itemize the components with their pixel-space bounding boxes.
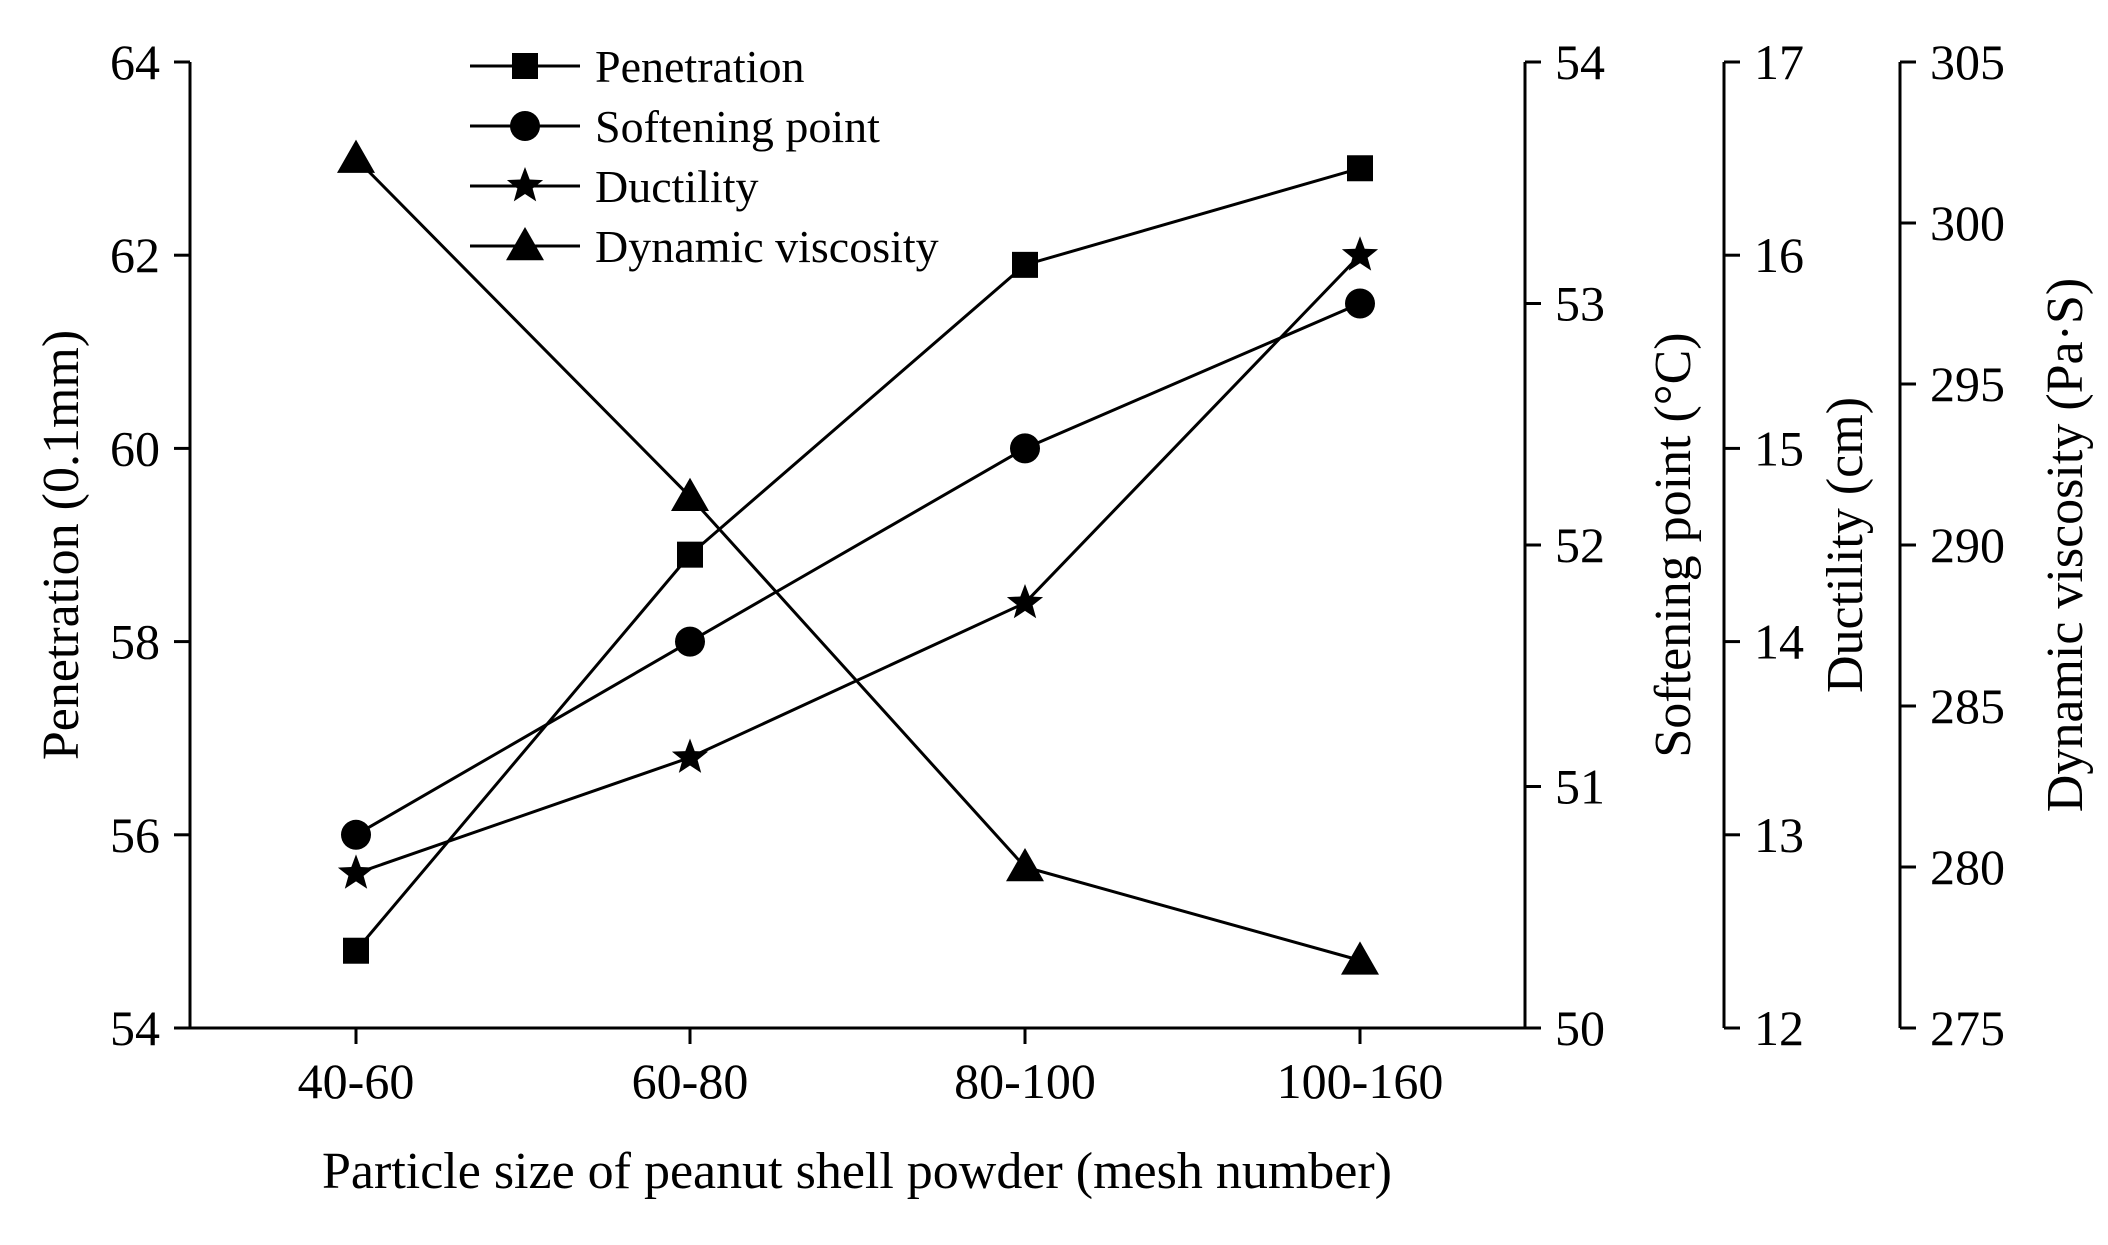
dynamic-viscosity-series-line — [354, 157, 1361, 962]
penetration-tick-label: 58 — [110, 614, 160, 670]
penetration-tick-label: 56 — [110, 807, 160, 863]
legend-label-dynamic-viscosity: Dynamic viscosity — [595, 221, 939, 272]
legend-marker-penetration — [512, 53, 538, 79]
softening-point-series-line — [355, 302, 1361, 837]
softening-tick-label: 52 — [1555, 517, 1605, 573]
x-tick-label: 80-100 — [954, 1053, 1096, 1109]
softening-tick-label: 54 — [1555, 34, 1605, 90]
legend-label-ductility: Ductility — [595, 161, 759, 212]
dynamic-viscosity-point — [1341, 941, 1379, 975]
viscosity-tick-label: 280 — [1930, 839, 2005, 895]
ductility-tick-label: 17 — [1754, 34, 1804, 90]
legend-marker-dynamic-viscosity — [506, 227, 544, 261]
penetration-axis-title: Penetration (0.1mm) — [33, 330, 90, 760]
softening-tick-label: 50 — [1555, 1000, 1605, 1056]
softening-tick-label: 51 — [1555, 759, 1605, 815]
dynamic-viscosity-point — [337, 139, 375, 173]
legend-marker-ductility — [506, 167, 544, 202]
ductility-series-line — [355, 254, 1362, 875]
penetration-point — [677, 541, 703, 568]
x-tick-label: 40-60 — [298, 1053, 415, 1109]
softening-point-point — [1010, 433, 1040, 464]
x-tick-label: 100-160 — [1277, 1053, 1444, 1109]
ductility-tick-label: 14 — [1754, 614, 1804, 670]
dynamic-viscosity-point — [671, 477, 709, 511]
legend-label-penetration: Penetration — [595, 41, 805, 92]
viscosity-tick-label: 290 — [1930, 517, 2005, 573]
penetration-tick-label: 54 — [110, 1000, 160, 1056]
viscosity-axis-title: Dynamic viscosity (Pa·S) — [2037, 278, 2094, 812]
ductility-point — [1006, 584, 1044, 619]
viscosity-tick-label: 300 — [1930, 195, 2005, 251]
ductility-tick-label: 13 — [1754, 807, 1804, 863]
softening-point-point — [675, 626, 705, 657]
legend-label-softening-point: Softening point — [595, 101, 880, 152]
penetration-point — [1347, 155, 1373, 182]
penetration-tick-label: 64 — [110, 34, 160, 90]
penetration-point — [1012, 251, 1038, 278]
viscosity-tick-label: 305 — [1930, 34, 2005, 90]
ductility-axis-title: Ductility (cm) — [1817, 397, 1874, 693]
x-tick-label: 60-80 — [632, 1053, 749, 1109]
softening-axis-title: Softening point (°C) — [1645, 332, 1702, 757]
ductility-tick-label: 12 — [1754, 1000, 1804, 1056]
viscosity-tick-label: 275 — [1930, 1000, 2005, 1056]
penetration-tick-label: 60 — [110, 420, 160, 476]
softening-point-point — [341, 819, 371, 850]
dynamic-viscosity-point — [1006, 848, 1044, 882]
softening-tick-label: 53 — [1555, 276, 1605, 332]
ductility-tick-label: 15 — [1754, 420, 1804, 476]
softening-point-point — [1345, 288, 1375, 319]
x-axis-title: Particle size of peanut shell powder (me… — [322, 1143, 1392, 1200]
penetration-series-line — [354, 166, 1361, 952]
legend-marker-softening-point — [510, 111, 540, 141]
penetration-tick-label: 62 — [110, 227, 160, 283]
viscosity-tick-label: 295 — [1930, 356, 2005, 412]
ductility-point — [337, 854, 375, 889]
ductility-point — [671, 738, 709, 773]
viscosity-tick-label: 285 — [1930, 678, 2005, 734]
ductility-tick-label: 16 — [1754, 227, 1804, 283]
ductility-point — [1341, 236, 1379, 271]
penetration-point — [343, 937, 369, 964]
